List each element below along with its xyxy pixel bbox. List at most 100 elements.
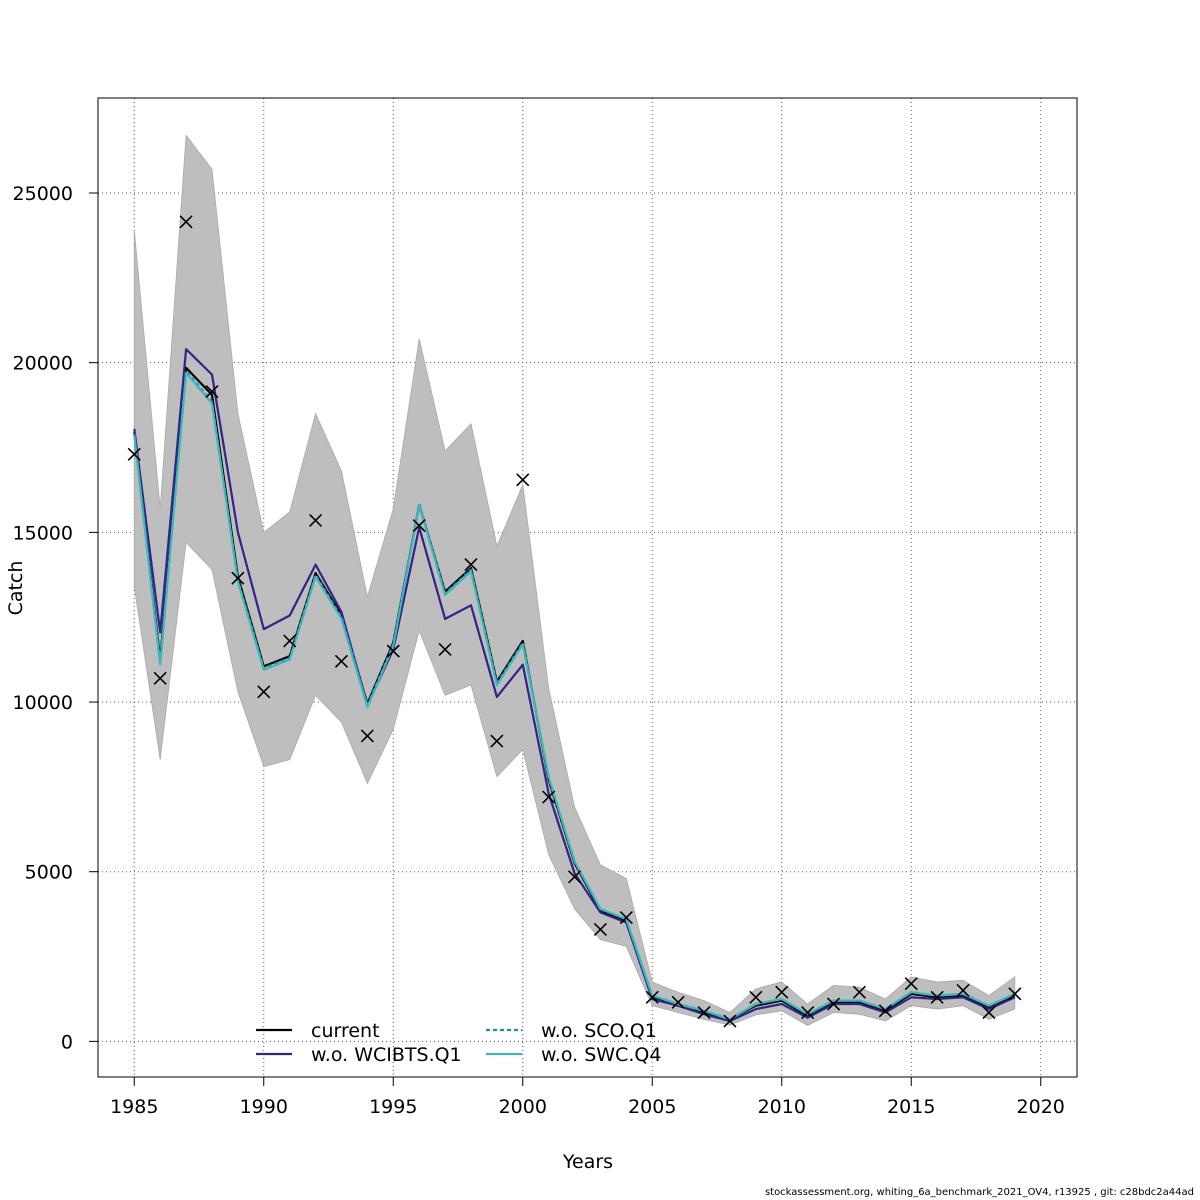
confidence-band xyxy=(133,134,1016,1026)
x-tick-label-1990: 1990 xyxy=(240,1096,288,1118)
legend-item-w-o-swc-q4: w.o. SWC.Q4 xyxy=(486,1044,661,1066)
x-tick-label-1985: 1985 xyxy=(110,1096,158,1118)
observed-point-2010 xyxy=(775,985,789,999)
footer-credit: stockassessment.org, whiting_6a_benchmar… xyxy=(764,1187,1194,1198)
observed-point-1991 xyxy=(283,634,297,648)
y-tick-label-25000: 25000 xyxy=(13,183,73,205)
observed-point-2003 xyxy=(593,922,608,936)
x-axis: 1985 1990 1995 2000 2005 2010 2015 2020 xyxy=(110,1076,1065,1118)
y-tick-label-15000: 15000 xyxy=(13,522,73,544)
observed-point-2004 xyxy=(619,910,633,925)
y-axis-title: Catch xyxy=(5,561,27,616)
legend-label: w.o. SWC.Q4 xyxy=(541,1044,661,1066)
observed-point-1993 xyxy=(334,654,349,668)
x-tick-label-2000: 2000 xyxy=(499,1096,547,1118)
observed-point-stroke xyxy=(464,558,478,572)
observed-point-stroke xyxy=(749,990,763,1004)
x-tick-label-2005: 2005 xyxy=(628,1096,676,1118)
observed-point-stroke xyxy=(904,977,918,991)
series-line-w-o-swc-q4 xyxy=(133,371,1016,1021)
y-tick-label-0: 0 xyxy=(61,1031,73,1053)
observed-points-layer xyxy=(127,215,1022,1028)
observed-point-stroke xyxy=(386,644,400,658)
confidence-band-layer xyxy=(133,134,1016,1026)
observed-point-2001 xyxy=(542,790,556,804)
y-tick-label-10000: 10000 xyxy=(13,692,73,714)
legend-label: current xyxy=(311,1020,380,1042)
legend-item-w-o-wcibts-q1: w.o. WCIBTS.Q1 xyxy=(256,1044,462,1066)
observed-point-2008 xyxy=(723,1014,737,1028)
observed-point-stroke xyxy=(308,513,323,528)
observed-point-stroke xyxy=(852,985,867,999)
observed-point-stroke xyxy=(826,997,841,1011)
x-tick-label-2015: 2015 xyxy=(887,1096,935,1118)
observed-point-stroke xyxy=(878,1004,892,1018)
observed-point-stroke xyxy=(205,384,219,399)
observed-point-stroke xyxy=(231,571,245,585)
legend-label: w.o. SCO.Q1 xyxy=(541,1020,657,1042)
observed-point-stroke xyxy=(567,870,582,884)
observed-point-1986 xyxy=(153,671,167,685)
observed-point-stroke xyxy=(982,1005,996,1020)
observed-point-stroke xyxy=(723,1014,737,1028)
observed-point-stroke xyxy=(153,671,167,685)
observed-point-stroke xyxy=(438,642,452,656)
observed-point-stroke xyxy=(283,634,297,648)
observed-point-stroke xyxy=(1008,987,1022,1001)
observed-point-stroke xyxy=(930,990,944,1004)
observed-point-2014 xyxy=(878,1004,892,1018)
observed-point-2016 xyxy=(930,990,944,1004)
observed-point-stroke xyxy=(334,654,349,668)
observed-point-stroke xyxy=(490,734,504,748)
observed-point-2019 xyxy=(1008,987,1022,1001)
observed-point-2005 xyxy=(645,990,659,1004)
x-tick-label-2020: 2020 xyxy=(1017,1096,1065,1118)
observed-point-1996 xyxy=(412,519,426,533)
observed-point-stroke xyxy=(516,473,530,487)
observed-point-stroke xyxy=(956,983,970,998)
observed-point-1999 xyxy=(490,734,504,748)
x-tick-label-1995: 1995 xyxy=(369,1096,417,1118)
observed-point-stroke xyxy=(360,729,374,743)
observed-point-1990 xyxy=(257,685,271,699)
observed-point-stroke xyxy=(645,990,659,1004)
observed-point-stroke xyxy=(619,910,633,925)
observed-point-stroke xyxy=(179,215,193,229)
observed-point-1985 xyxy=(127,447,141,461)
observed-point-2012 xyxy=(826,997,841,1011)
observed-point-2015 xyxy=(904,977,918,991)
observed-point-stroke xyxy=(257,685,271,699)
observed-point-2006 xyxy=(671,995,685,1009)
observed-point-1989 xyxy=(231,571,245,585)
observed-point-stroke xyxy=(801,1005,815,1020)
observed-point-stroke xyxy=(412,519,426,533)
observed-point-1997 xyxy=(438,642,452,656)
observed-point-1992 xyxy=(308,513,323,528)
x-tick-label-2010: 2010 xyxy=(758,1096,806,1118)
observed-point-stroke xyxy=(127,447,141,461)
observed-point-2018 xyxy=(982,1005,996,1020)
legend-label: w.o. WCIBTS.Q1 xyxy=(311,1044,462,1066)
y-tick-label-5000: 5000 xyxy=(25,862,73,884)
observed-point-1994 xyxy=(360,729,374,743)
observed-point-stroke xyxy=(542,790,556,804)
observed-point-2009 xyxy=(749,990,763,1004)
observed-point-stroke xyxy=(671,995,685,1009)
observed-point-2017 xyxy=(956,983,970,998)
observed-point-1995 xyxy=(386,644,400,658)
observed-point-stroke xyxy=(697,1005,711,1020)
observed-point-stroke xyxy=(775,985,789,999)
observed-point-2007 xyxy=(697,1005,711,1020)
series-lines-layer xyxy=(133,348,1016,1023)
x-axis-title: Years xyxy=(562,1151,613,1173)
y-axis: 0 5000 10000 15000 20000 25000 xyxy=(13,183,99,1053)
observed-point-2011 xyxy=(801,1005,815,1020)
series-line-w-o-wcibts-q1 xyxy=(133,348,1016,1023)
observed-point-1998 xyxy=(464,558,478,572)
y-tick-label-20000: 20000 xyxy=(13,353,73,375)
legend-item-w-o-sco-q1: w.o. SCO.Q1 xyxy=(486,1020,657,1042)
observed-point-stroke xyxy=(593,922,608,936)
observed-point-2002 xyxy=(567,870,582,884)
